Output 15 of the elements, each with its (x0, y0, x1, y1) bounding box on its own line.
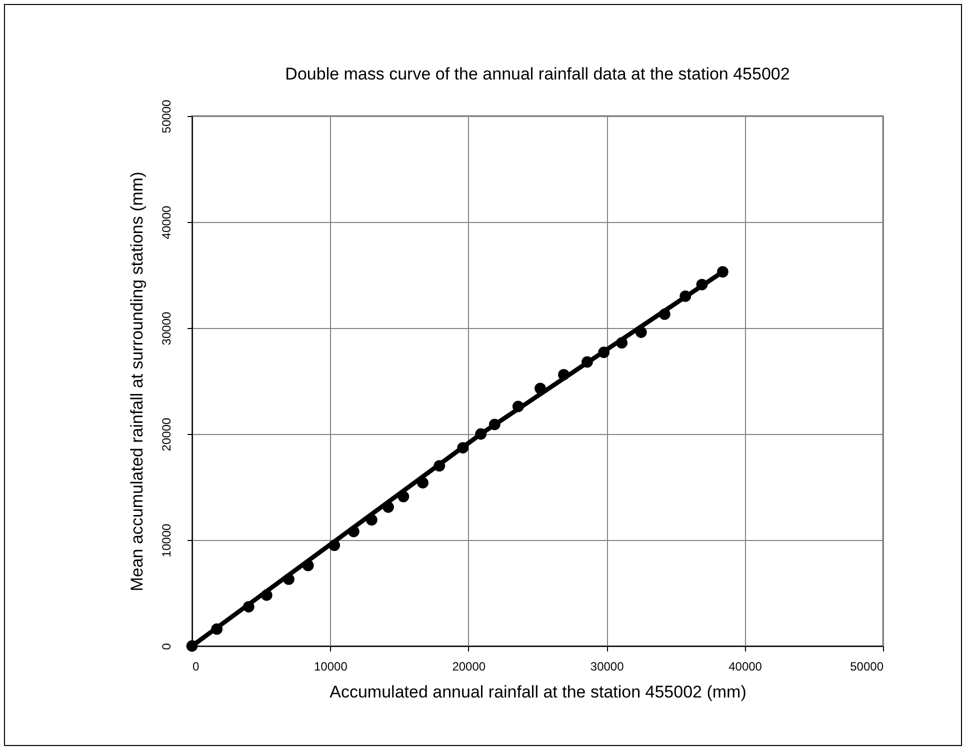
x-tick-label: 10000 (314, 660, 348, 674)
y-tick-label: 30000 (160, 311, 174, 346)
chart-title: Double mass curve of the annual rainfall data at the station 455002 (285, 64, 790, 84)
x-tick-label: 30000 (590, 660, 624, 674)
x-tick-label: 50000 (850, 660, 884, 674)
x-axis-title: Accumulated annual rainfall at the station 455002 (mm) (330, 682, 746, 702)
y-tick-label: 20000 (160, 417, 174, 452)
y-axis-title: Mean accumulated rainfall at surrounding stations (mm) (128, 172, 146, 592)
y-tick-label: 40000 (160, 205, 174, 240)
y-tick-label: 0 (160, 642, 174, 650)
y-tick-label: 50000 (160, 99, 174, 134)
y-tick-label: 10000 (160, 523, 174, 558)
x-tick-label: 20000 (452, 660, 486, 674)
x-tick-label: 0 (192, 660, 200, 674)
x-tick-label: 40000 (728, 660, 762, 674)
